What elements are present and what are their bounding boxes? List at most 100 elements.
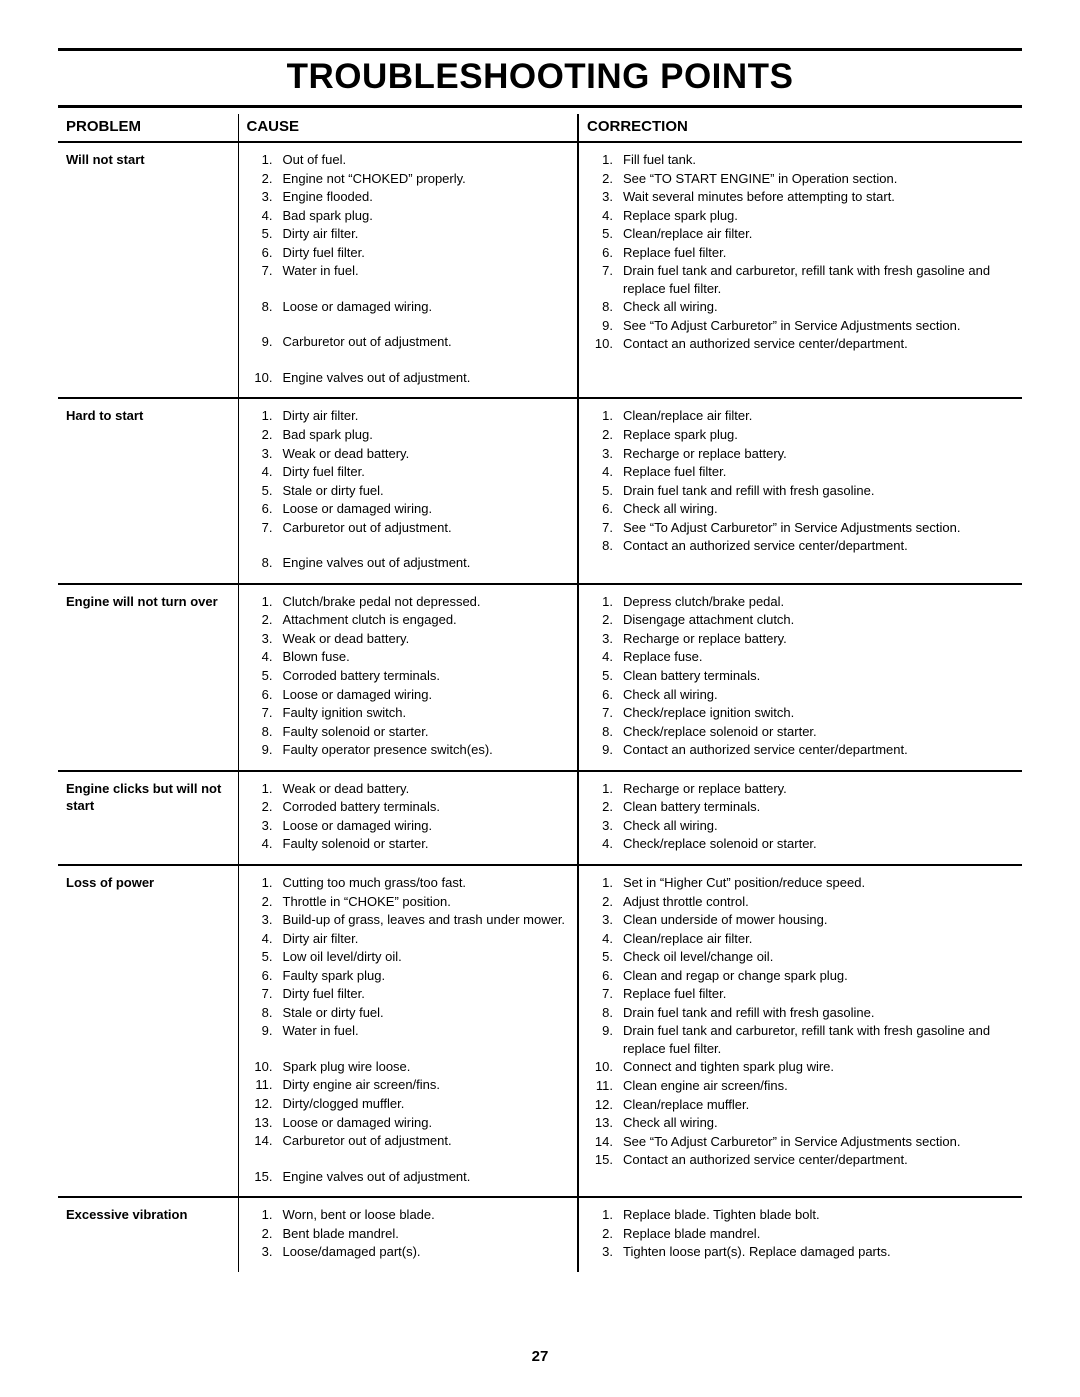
list-number: 5. bbox=[247, 482, 283, 500]
list-text: Loose or damaged wiring. bbox=[283, 500, 570, 518]
list-text: Clean battery terminals. bbox=[623, 798, 1014, 816]
list-text: Clean/replace air filter. bbox=[623, 930, 1014, 948]
list-number: 3. bbox=[247, 911, 283, 929]
list-text: Disengage attachment clutch. bbox=[623, 611, 1014, 629]
problem-cell: Will not start bbox=[58, 142, 238, 398]
list-text: Check/replace ignition switch. bbox=[623, 704, 1014, 722]
list-text: Depress clutch/brake pedal. bbox=[623, 593, 1014, 611]
list-item: 1.Set in “Higher Cut” position/reduce sp… bbox=[587, 874, 1014, 893]
list-text: Dirty fuel filter. bbox=[283, 985, 570, 1003]
list-number: 1. bbox=[587, 780, 623, 798]
list-item: 7.Check/replace ignition switch. bbox=[587, 704, 1014, 723]
list-text: See “TO START ENGINE” in Operation secti… bbox=[623, 170, 1014, 188]
problem-cell: Loss of power bbox=[58, 865, 238, 1197]
list-number: 3. bbox=[247, 630, 283, 648]
list-number: 6. bbox=[587, 967, 623, 985]
list-number: 1. bbox=[587, 151, 623, 169]
list-text: Check all wiring. bbox=[623, 298, 1014, 316]
correction-cell: 1.Replace blade. Tighten blade bolt.2.Re… bbox=[578, 1197, 1022, 1272]
list-text: Contact an authorized service center/dep… bbox=[623, 741, 1014, 759]
list-item: 5.Clean battery terminals. bbox=[587, 667, 1014, 686]
list-item: 5.Low oil level/dirty oil. bbox=[247, 948, 570, 967]
list-text: Check oil level/change oil. bbox=[623, 948, 1014, 966]
list-number: 1. bbox=[587, 407, 623, 425]
list-item: 5.Clean/replace air filter. bbox=[587, 225, 1014, 244]
list-item: 2.Engine not “CHOKED” properly. bbox=[247, 170, 570, 189]
list-number: 1. bbox=[247, 407, 283, 425]
list-text: Attachment clutch is engaged. bbox=[283, 611, 570, 629]
cause-cell: 1.Cutting too much grass/too fast.2.Thro… bbox=[238, 865, 578, 1197]
list-number: 14. bbox=[247, 1132, 283, 1150]
list-number: 1. bbox=[587, 874, 623, 892]
list-number: 7. bbox=[587, 704, 623, 722]
list-text: Check all wiring. bbox=[623, 686, 1014, 704]
list-item: 3.Weak or dead battery. bbox=[247, 630, 570, 649]
list-item: 4.Bad spark plug. bbox=[247, 207, 570, 226]
table-row: Hard to start1.Dirty air filter.2.Bad sp… bbox=[58, 398, 1022, 583]
list-text: Blown fuse. bbox=[283, 648, 570, 666]
header-problem: PROBLEM bbox=[58, 114, 238, 142]
list-text: Dirty fuel filter. bbox=[283, 463, 570, 481]
list-text: Clean and regap or change spark plug. bbox=[623, 967, 1014, 985]
list-item: 1.Replace blade. Tighten blade bolt. bbox=[587, 1206, 1014, 1225]
list-number: 1. bbox=[247, 1206, 283, 1224]
list-text: Replace blade. Tighten blade bolt. bbox=[623, 1206, 1014, 1224]
list-number: 9. bbox=[247, 741, 283, 759]
list-number: 9. bbox=[247, 333, 283, 351]
list-item: 4.Replace fuse. bbox=[587, 648, 1014, 667]
list-item: 1.Recharge or replace battery. bbox=[587, 780, 1014, 799]
list-text: Fill fuel tank. bbox=[623, 151, 1014, 169]
list-item: 9.See “To Adjust Carburetor” in Service … bbox=[587, 317, 1014, 336]
list-number: 4. bbox=[247, 463, 283, 481]
list-number: 2. bbox=[247, 170, 283, 188]
list-item: 3.Tighten loose part(s). Replace damaged… bbox=[587, 1243, 1014, 1262]
cause-cell: 1.Out of fuel.2.Engine not “CHOKED” prop… bbox=[238, 142, 578, 398]
list-text: Check all wiring. bbox=[623, 1114, 1014, 1132]
list-number: 5. bbox=[587, 667, 623, 685]
list-item: 2.Attachment clutch is engaged. bbox=[247, 611, 570, 630]
list-text: Replace spark plug. bbox=[623, 426, 1014, 444]
numbered-list: 1.Weak or dead battery.2.Corroded batter… bbox=[247, 780, 570, 854]
list-item: 5.Drain fuel tank and refill with fresh … bbox=[587, 482, 1014, 501]
list-item: 6.Loose or damaged wiring. bbox=[247, 500, 570, 519]
list-item: 2.Replace blade mandrel. bbox=[587, 1225, 1014, 1244]
list-number: 3. bbox=[247, 1243, 283, 1261]
list-item: 2.See “TO START ENGINE” in Operation sec… bbox=[587, 170, 1014, 189]
list-text: Clutch/brake pedal not depressed. bbox=[283, 593, 570, 611]
list-number: 9. bbox=[587, 1022, 623, 1040]
list-number: 13. bbox=[247, 1114, 283, 1132]
list-item: 9.Faulty operator presence switch(es). bbox=[247, 741, 570, 760]
list-text: Check/replace solenoid or starter. bbox=[623, 723, 1014, 741]
list-number: 9. bbox=[247, 1022, 283, 1040]
list-number: 1. bbox=[247, 780, 283, 798]
list-item: 8.Drain fuel tank and refill with fresh … bbox=[587, 1004, 1014, 1023]
list-text: Faulty solenoid or starter. bbox=[283, 835, 570, 853]
list-text: Faulty spark plug. bbox=[283, 967, 570, 985]
list-item: 8.Engine valves out of adjustment. bbox=[247, 554, 570, 573]
list-number: 8. bbox=[587, 723, 623, 741]
cause-cell: 1.Worn, bent or loose blade.2.Bent blade… bbox=[238, 1197, 578, 1272]
list-text: Check all wiring. bbox=[623, 817, 1014, 835]
list-item: 9.Drain fuel tank and carburetor, refill… bbox=[587, 1022, 1014, 1058]
problem-cell: Engine will not turn over bbox=[58, 584, 238, 771]
list-item: 1.Out of fuel. bbox=[247, 151, 570, 170]
list-text: Loose or damaged wiring. bbox=[283, 298, 570, 316]
list-text: Bad spark plug. bbox=[283, 207, 570, 225]
list-number: 4. bbox=[587, 648, 623, 666]
list-item: 12.Clean/replace muffler. bbox=[587, 1096, 1014, 1115]
table-row: Will not start1.Out of fuel.2.Engine not… bbox=[58, 142, 1022, 398]
list-item: 10.Engine valves out of adjustment. bbox=[247, 369, 570, 388]
table-row: Engine clicks but will not start1.Weak o… bbox=[58, 771, 1022, 865]
list-text: Drain fuel tank and carburetor, refill t… bbox=[623, 1022, 1014, 1057]
list-text: Carburetor out of adjustment. bbox=[283, 1132, 570, 1150]
correction-cell: 1.Fill fuel tank.2.See “TO START ENGINE”… bbox=[578, 142, 1022, 398]
numbered-list: 1.Fill fuel tank.2.See “TO START ENGINE”… bbox=[587, 151, 1014, 354]
list-text: Replace blade mandrel. bbox=[623, 1225, 1014, 1243]
list-number: 15. bbox=[247, 1168, 283, 1186]
list-number: 15. bbox=[587, 1151, 623, 1169]
list-item: 3.Build-up of grass, leaves and trash un… bbox=[247, 911, 570, 930]
list-item: 6.Loose or damaged wiring. bbox=[247, 686, 570, 705]
list-item: 2.Adjust throttle control. bbox=[587, 893, 1014, 912]
numbered-list: 1.Set in “Higher Cut” position/reduce sp… bbox=[587, 874, 1014, 1170]
page: TROUBLESHOOTING POINTS PROBLEM CAUSE COR… bbox=[0, 0, 1080, 1397]
